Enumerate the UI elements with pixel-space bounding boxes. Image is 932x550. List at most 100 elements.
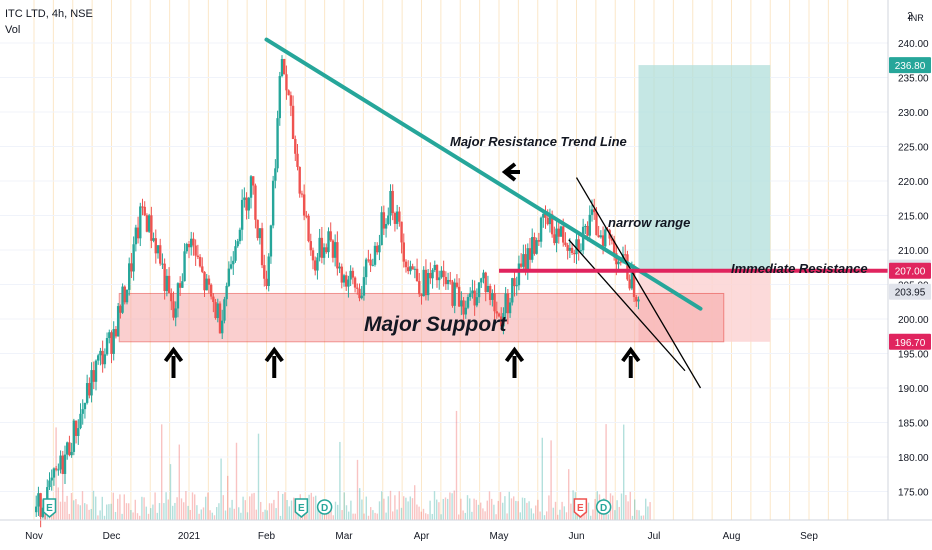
volume-bar (73, 500, 75, 520)
volume-bar (68, 513, 70, 520)
price-label-box (889, 283, 931, 300)
volume-bar (202, 507, 205, 520)
volume-bar (438, 502, 440, 520)
candle-body (130, 263, 133, 272)
candle-body (276, 118, 279, 169)
candle-body (249, 176, 253, 198)
candle-body (265, 278, 268, 287)
volume-bar (231, 499, 233, 520)
candle-body (455, 282, 459, 287)
candle-body (373, 245, 377, 265)
volume-bar (510, 498, 513, 520)
volume-bar (169, 464, 172, 520)
event-marker[interactable]: D (595, 499, 612, 515)
candle-body (353, 277, 357, 288)
candle-body (112, 329, 115, 354)
candle-body (449, 279, 452, 282)
volume-bar (422, 508, 425, 520)
volume-bar (535, 505, 537, 520)
candle-body (630, 269, 634, 289)
candle-body (143, 206, 146, 216)
volume-bar (167, 499, 169, 520)
candle-body (553, 234, 556, 244)
candle-body (116, 306, 120, 337)
candle-body (92, 370, 95, 382)
candle-body (194, 245, 197, 256)
event-marker-label: E (577, 503, 584, 514)
volume-bar (55, 427, 57, 520)
candle-body (192, 238, 195, 246)
volume-bar (174, 502, 176, 520)
volume-bar (334, 501, 337, 520)
candle-body (329, 231, 332, 241)
currency-prefix: 2 (907, 11, 913, 22)
event-marker-label: E (46, 503, 53, 514)
event-marker[interactable]: E (294, 498, 309, 518)
volume-bar (350, 500, 352, 520)
volume-bar (62, 471, 64, 520)
event-marker-label: D (321, 503, 328, 514)
volume-bar (200, 509, 202, 520)
volume-bar (473, 498, 475, 520)
event-marker[interactable]: E (573, 498, 588, 518)
volume-bar (128, 503, 130, 520)
candle-body (132, 244, 135, 272)
candle-body (187, 244, 191, 248)
candle-body (404, 261, 408, 268)
time-axis-tick: May (490, 531, 509, 542)
candle-body (464, 307, 467, 315)
grid (0, 0, 888, 520)
candle-body (245, 197, 248, 211)
volume-bar (290, 500, 293, 520)
volume-bar (97, 515, 99, 520)
volume-bar (561, 501, 563, 520)
volume-bar (266, 510, 268, 520)
candle-body (108, 332, 111, 339)
candle-body (395, 211, 399, 224)
price-axis-tick: 230.00 (898, 108, 929, 119)
volume-bar (216, 507, 218, 520)
volume-bar (532, 513, 535, 520)
channel-line (575, 177, 702, 389)
volume-bar (198, 513, 200, 520)
volume-bar (176, 497, 178, 520)
volume-bar (308, 494, 310, 520)
candle-body (172, 301, 175, 318)
earnings-marker-icon (294, 498, 309, 518)
volume-bar (134, 499, 136, 520)
candle-body (402, 242, 405, 262)
candle-body (466, 297, 470, 308)
volume-bar (86, 504, 88, 520)
volume-bar (559, 509, 561, 520)
candle-body (342, 275, 346, 283)
volume-bar (389, 490, 392, 520)
volume-bar (554, 501, 557, 520)
candle-body (139, 206, 142, 239)
event-marker[interactable]: E (42, 498, 57, 518)
volume-bar (354, 513, 356, 520)
volume-bar (139, 515, 141, 520)
volume-bar (475, 499, 477, 520)
event-marker[interactable]: D (316, 499, 333, 515)
volume-bar (343, 492, 345, 520)
candle-body (178, 283, 182, 288)
symbol-title[interactable]: ITC LTD, 4h, NSE (5, 8, 93, 20)
volume-bar (367, 515, 370, 520)
candle-body (114, 329, 118, 337)
candle-body (398, 211, 401, 222)
candle-body (362, 277, 366, 296)
price-axis-tick: 195.00 (898, 350, 929, 361)
price-axis-tick: 240.00 (898, 39, 929, 50)
annotation-narrow-range: narrow range (608, 215, 690, 230)
volume-bar (121, 513, 123, 520)
volume-bar (178, 444, 180, 520)
volume-bar (563, 506, 565, 520)
time-axis-tick: Jul (648, 531, 661, 542)
volume-bar (407, 501, 409, 520)
candle-body (446, 279, 450, 285)
price-axis-tick: 190.00 (898, 384, 929, 395)
volume-bar (400, 507, 403, 520)
candle-body (570, 247, 574, 254)
volume-bar (383, 498, 385, 520)
